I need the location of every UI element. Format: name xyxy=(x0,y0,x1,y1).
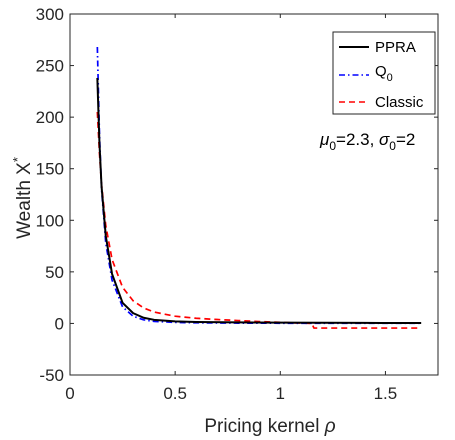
plot-frame xyxy=(69,13,439,376)
y-tick-label: 0 xyxy=(55,314,64,333)
legend-label-classic: Classic xyxy=(375,94,424,111)
series-line-ppra xyxy=(96,77,422,325)
x-tick-label: 0 xyxy=(65,384,74,403)
y-tick-label: 250 xyxy=(36,57,64,76)
y-tick-label: 300 xyxy=(36,5,64,24)
parameter-annotation: μ0=2.3, σ0=2 xyxy=(319,130,415,153)
legend-label-q0: Q0 xyxy=(375,63,393,84)
y-tick-label: -50 xyxy=(39,366,64,385)
x-tick-label: 1.5 xyxy=(374,384,398,403)
y-tick-label: 50 xyxy=(45,263,64,282)
legend-label-ppra: PPRA xyxy=(375,39,416,56)
x-tick-label: 1 xyxy=(276,384,285,403)
legend: PPRA Q0 Classic xyxy=(332,31,436,115)
series-lines xyxy=(96,46,422,329)
series-line-classic xyxy=(96,111,422,329)
y-tick-label: 150 xyxy=(36,160,64,179)
x-axis-label: Pricing kernel ρ xyxy=(204,416,335,437)
y-tick-label: 200 xyxy=(36,108,64,127)
y-axis-label: Wealth X* xyxy=(10,157,35,239)
legend-box xyxy=(332,31,436,115)
y-tick-label: 100 xyxy=(36,211,64,230)
x-tick-label: 0.5 xyxy=(163,384,187,403)
